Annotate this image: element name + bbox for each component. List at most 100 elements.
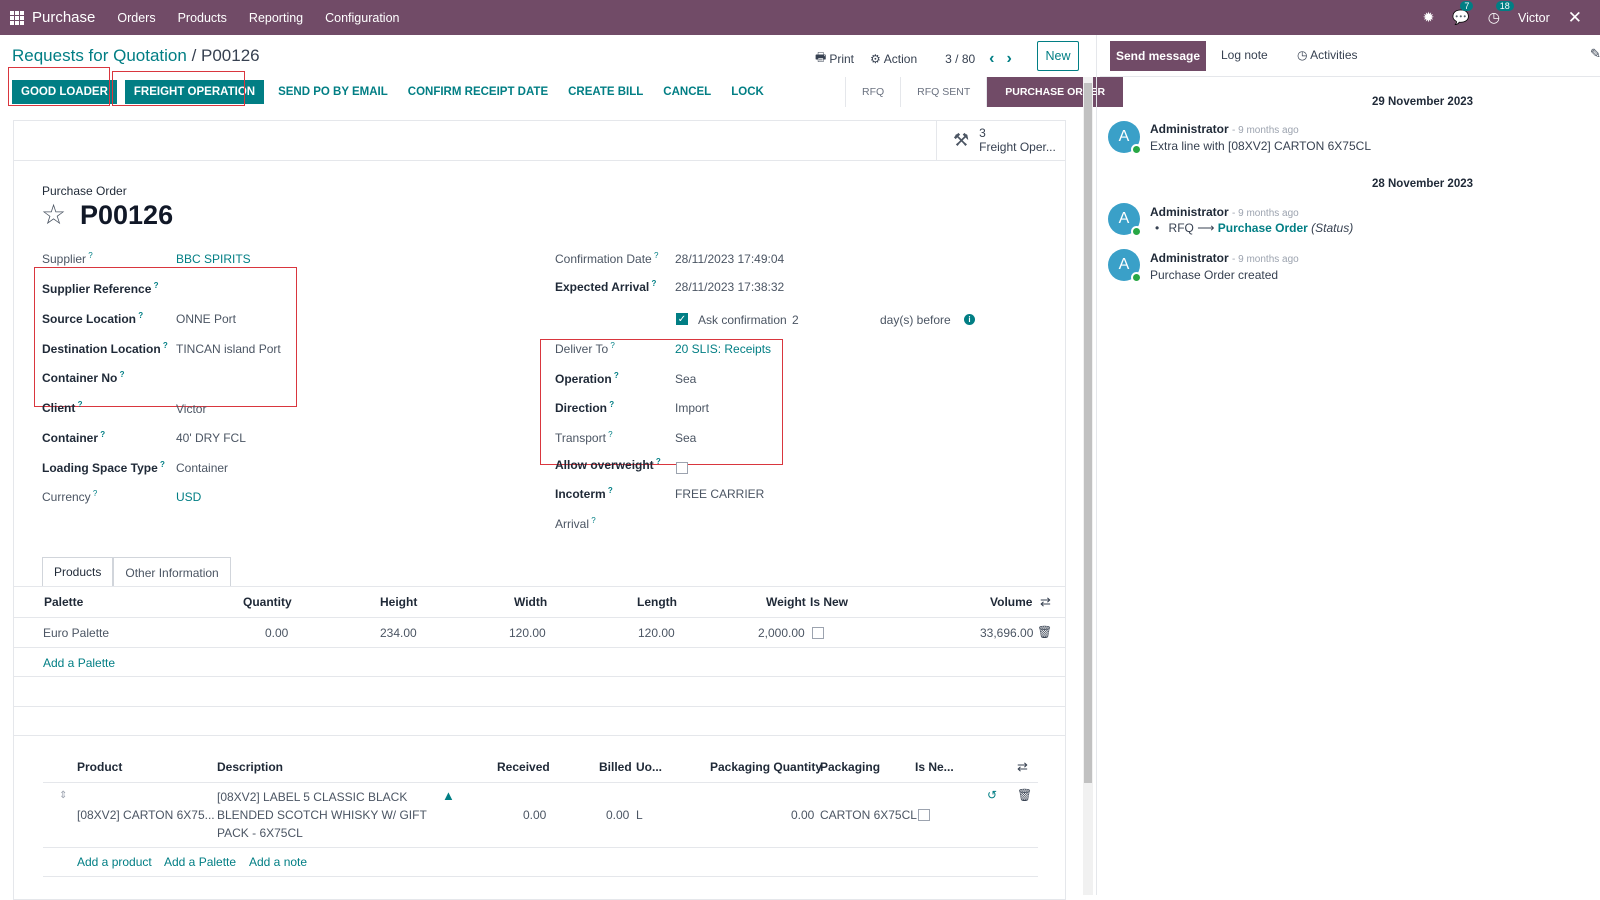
col-packaging-quantity[interactable]: Packaging Quantity xyxy=(710,760,823,774)
description-line-2[interactable]: BLENDED SCOTCH WHISKY W/ GIFT xyxy=(217,808,427,822)
col-is-new-product[interactable]: Is Ne... xyxy=(915,760,954,774)
pager-prev-icon[interactable]: ‹ xyxy=(989,49,995,67)
message-author[interactable]: Administrator - 9 months ago xyxy=(1150,205,1299,219)
action-button[interactable]: ⚙ Action xyxy=(870,52,917,66)
refresh-icon[interactable]: ↺ xyxy=(987,788,998,802)
col-is-new[interactable]: Is New xyxy=(810,595,849,609)
message-author[interactable]: Administrator - 9 months ago xyxy=(1150,251,1299,265)
col-billed[interactable]: Billed xyxy=(599,760,632,774)
transport-field[interactable]: Sea xyxy=(675,431,697,445)
loading-space-type-field[interactable]: Container xyxy=(176,461,229,475)
col-quantity[interactable]: Quantity xyxy=(243,595,292,609)
col-palette[interactable]: Palette xyxy=(44,595,84,609)
bug-icon[interactable]: ✹ xyxy=(1422,9,1435,25)
col-uom[interactable]: Uo... xyxy=(636,760,662,774)
status-purchase-order[interactable]: PURCHASE ORDER xyxy=(986,77,1124,107)
confirmation-date-field[interactable]: 28/11/2023 17:49:04 xyxy=(675,252,785,266)
app-name[interactable]: Purchase xyxy=(32,9,96,26)
received-cell[interactable]: 0.00 xyxy=(523,808,547,822)
destination-location-field[interactable]: TINCAN island Port xyxy=(176,342,281,356)
description-line-3[interactable]: PACK - 6X75CL xyxy=(217,826,303,840)
weight-cell[interactable]: 2,000.00 xyxy=(758,626,805,640)
status-rfq[interactable]: RFQ xyxy=(845,77,900,107)
optional-columns-icon[interactable]: ⇄ xyxy=(1017,759,1028,774)
good-loader-button[interactable]: GOOD LOADER xyxy=(12,80,117,104)
user-menu[interactable]: Victor xyxy=(1518,10,1550,25)
volume-cell[interactable]: 33,696.00 xyxy=(980,626,1034,640)
apps-menu-icon[interactable] xyxy=(10,10,24,25)
is-new-product-checkbox[interactable] xyxy=(918,809,930,821)
menu-products[interactable]: Products xyxy=(177,10,227,25)
create-bill-button[interactable]: CREATE BILL xyxy=(568,86,644,98)
supplier-field[interactable]: BBC SPIRITS xyxy=(176,252,251,266)
description-line-1[interactable]: [08XV2] LABEL 5 CLASSIC BLACK xyxy=(217,790,408,804)
pager-next-icon[interactable]: › xyxy=(1006,49,1012,67)
freight-operation-button[interactable]: FREIGHT OPERATION xyxy=(124,80,265,104)
activity-clock-icon[interactable]: ◷ 18 xyxy=(1488,1,1514,26)
expected-arrival-field[interactable]: 28/11/2023 17:38:32 xyxy=(675,280,785,294)
lock-button[interactable]: LOCK xyxy=(731,86,764,98)
scrollbar-thumb[interactable] xyxy=(1084,83,1092,783)
container-field[interactable]: 40' DRY FCL xyxy=(176,431,246,445)
source-location-field[interactable]: ONNE Port xyxy=(176,312,237,326)
packaging-quantity-cell[interactable]: 0.00 xyxy=(791,808,815,822)
favorite-star-icon[interactable]: ☆ xyxy=(41,199,67,230)
avatar[interactable]: A xyxy=(1108,121,1142,155)
avatar[interactable]: A xyxy=(1108,203,1142,237)
menu-orders[interactable]: Orders xyxy=(117,10,156,25)
uom-cell[interactable]: L xyxy=(636,808,643,822)
col-product[interactable]: Product xyxy=(77,760,123,774)
chat-icon[interactable]: 💬 7 xyxy=(1452,1,1474,26)
col-weight[interactable]: Weight xyxy=(766,595,806,609)
send-message-button[interactable]: Send message xyxy=(1110,41,1206,71)
optional-columns-icon[interactable]: ⇄ xyxy=(1040,594,1051,609)
paperclip-icon[interactable]: ✎ xyxy=(1590,46,1600,61)
col-height[interactable]: Height xyxy=(380,595,418,609)
delete-product-icon[interactable]: 🗑 xyxy=(1017,788,1033,802)
quantity-cell[interactable]: 0.00 xyxy=(265,626,289,640)
log-note-button[interactable]: Log note xyxy=(1221,48,1268,62)
billed-cell[interactable]: 0.00 xyxy=(606,808,630,822)
drag-handle-icon[interactable]: ⇕ xyxy=(59,790,68,801)
delete-row-icon[interactable]: 🗑 xyxy=(1037,625,1053,639)
client-field[interactable]: Victor xyxy=(176,402,207,416)
col-description[interactable]: Description xyxy=(217,760,284,774)
menu-reporting[interactable]: Reporting xyxy=(248,10,304,25)
palette-cell[interactable]: Euro Palette xyxy=(43,626,110,640)
tab-products[interactable]: Products xyxy=(42,557,114,587)
currency-field[interactable]: USD xyxy=(176,490,202,504)
print-button[interactable]: 🖶 Print xyxy=(815,48,854,69)
tools-icon[interactable]: ✕ xyxy=(1567,7,1582,27)
avatar[interactable]: A xyxy=(1108,249,1142,283)
message-author[interactable]: Administrator - 9 months ago xyxy=(1150,122,1299,136)
form-scrollbar[interactable] xyxy=(1083,77,1093,895)
col-volume[interactable]: Volume xyxy=(990,595,1033,609)
tab-other-information[interactable]: Other Information xyxy=(113,557,231,587)
height-cell[interactable]: 234.00 xyxy=(380,626,417,640)
operation-field[interactable]: Sea xyxy=(675,372,697,386)
width-cell[interactable]: 120.00 xyxy=(509,626,546,640)
incoterm-field[interactable]: FREE CARRIER xyxy=(675,487,765,501)
send-po-email-button[interactable]: SEND PO BY EMAIL xyxy=(278,86,388,98)
confirm-receipt-date-button[interactable]: CONFIRM RECEIPT DATE xyxy=(407,86,549,98)
allow-overweight-checkbox[interactable] xyxy=(676,462,688,474)
menu-configuration[interactable]: Configuration xyxy=(325,10,400,25)
add-product-link[interactable]: Add a product xyxy=(77,855,152,869)
pager-value[interactable]: 3 / 80 xyxy=(945,51,976,66)
forecast-chart-icon[interactable]: ▲ xyxy=(442,788,455,803)
add-palette-product-link[interactable]: Add a Palette xyxy=(164,855,237,869)
col-length[interactable]: Length xyxy=(637,595,677,609)
deliver-to-field[interactable]: 20 SLIS: Receipts xyxy=(675,342,772,356)
breadcrumb-parent[interactable]: Requests for Quotation xyxy=(12,46,187,65)
length-cell[interactable]: 120.00 xyxy=(638,626,675,640)
add-note-link[interactable]: Add a note xyxy=(249,855,308,869)
freight-operations-smart-button[interactable]: ⚒ 3 Freight Oper... xyxy=(936,120,1066,160)
col-width[interactable]: Width xyxy=(514,595,548,609)
info-icon[interactable]: i xyxy=(964,314,975,325)
add-palette-link[interactable]: Add a Palette xyxy=(43,656,116,670)
col-received[interactable]: Received xyxy=(497,760,550,774)
activities-button[interactable]: ◷ Activities xyxy=(1297,48,1358,62)
status-rfq-sent[interactable]: RFQ SENT xyxy=(900,77,986,107)
packaging-cell[interactable]: CARTON 6X75CL xyxy=(820,808,917,822)
product-cell[interactable]: [08XV2] CARTON 6X75... xyxy=(77,808,215,822)
